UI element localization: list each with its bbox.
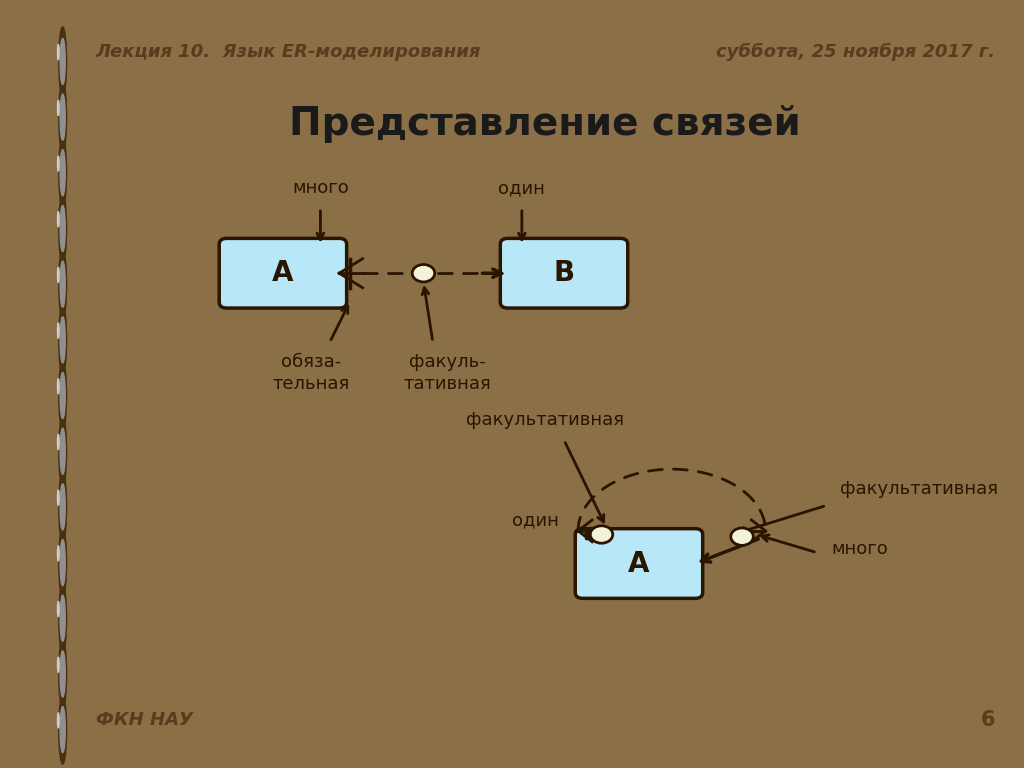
Text: суббота, 25 ноября 2017 г.: суббота, 25 ноября 2017 г. — [716, 43, 995, 61]
Circle shape — [731, 528, 754, 545]
Circle shape — [60, 261, 66, 307]
Circle shape — [57, 713, 59, 728]
Circle shape — [58, 695, 67, 764]
Text: факультативная: факультативная — [466, 411, 625, 429]
Circle shape — [57, 267, 59, 283]
Circle shape — [58, 528, 67, 598]
Text: ФКН НАУ: ФКН НАУ — [95, 710, 193, 729]
Text: один: один — [499, 179, 546, 197]
Circle shape — [57, 156, 59, 171]
Circle shape — [58, 639, 67, 708]
Text: А: А — [629, 550, 649, 578]
Circle shape — [60, 539, 66, 585]
Circle shape — [57, 601, 59, 617]
Circle shape — [57, 490, 59, 505]
Circle shape — [60, 372, 66, 419]
Circle shape — [60, 428, 66, 474]
Circle shape — [57, 379, 59, 394]
Circle shape — [58, 584, 67, 653]
Circle shape — [57, 545, 59, 561]
Circle shape — [60, 707, 66, 753]
Text: факультативная: факультативная — [841, 480, 998, 498]
Circle shape — [58, 138, 67, 207]
Text: много: много — [292, 179, 349, 197]
Circle shape — [58, 27, 67, 96]
Circle shape — [58, 416, 67, 485]
Circle shape — [58, 305, 67, 374]
Text: обяза-
тельная: обяза- тельная — [272, 353, 349, 393]
Circle shape — [60, 484, 66, 530]
Text: В: В — [553, 260, 574, 287]
Circle shape — [60, 150, 66, 196]
Text: Лекция 10.  Язык ER-моделирования: Лекция 10. Язык ER-моделирования — [95, 43, 481, 61]
Circle shape — [60, 205, 66, 251]
Text: факуль-
тативная: факуль- тативная — [403, 353, 490, 393]
Text: один: один — [512, 511, 559, 529]
Circle shape — [60, 595, 66, 641]
Circle shape — [60, 650, 66, 697]
Circle shape — [58, 472, 67, 541]
Circle shape — [57, 657, 59, 673]
Circle shape — [57, 45, 59, 60]
Circle shape — [57, 211, 59, 227]
Circle shape — [58, 82, 67, 152]
Circle shape — [60, 316, 66, 362]
Circle shape — [57, 434, 59, 449]
Circle shape — [57, 101, 59, 115]
Circle shape — [60, 94, 66, 140]
Circle shape — [57, 323, 59, 338]
Circle shape — [58, 361, 67, 430]
FancyBboxPatch shape — [219, 238, 347, 308]
Circle shape — [58, 250, 67, 319]
FancyBboxPatch shape — [575, 528, 702, 598]
Circle shape — [413, 264, 435, 282]
Text: А: А — [272, 260, 294, 287]
Text: много: много — [831, 540, 888, 558]
Text: Представление связей: Представление связей — [290, 105, 801, 144]
Circle shape — [590, 526, 612, 543]
Circle shape — [58, 194, 67, 263]
Circle shape — [60, 38, 66, 84]
Text: 6: 6 — [981, 710, 995, 730]
FancyBboxPatch shape — [501, 238, 628, 308]
